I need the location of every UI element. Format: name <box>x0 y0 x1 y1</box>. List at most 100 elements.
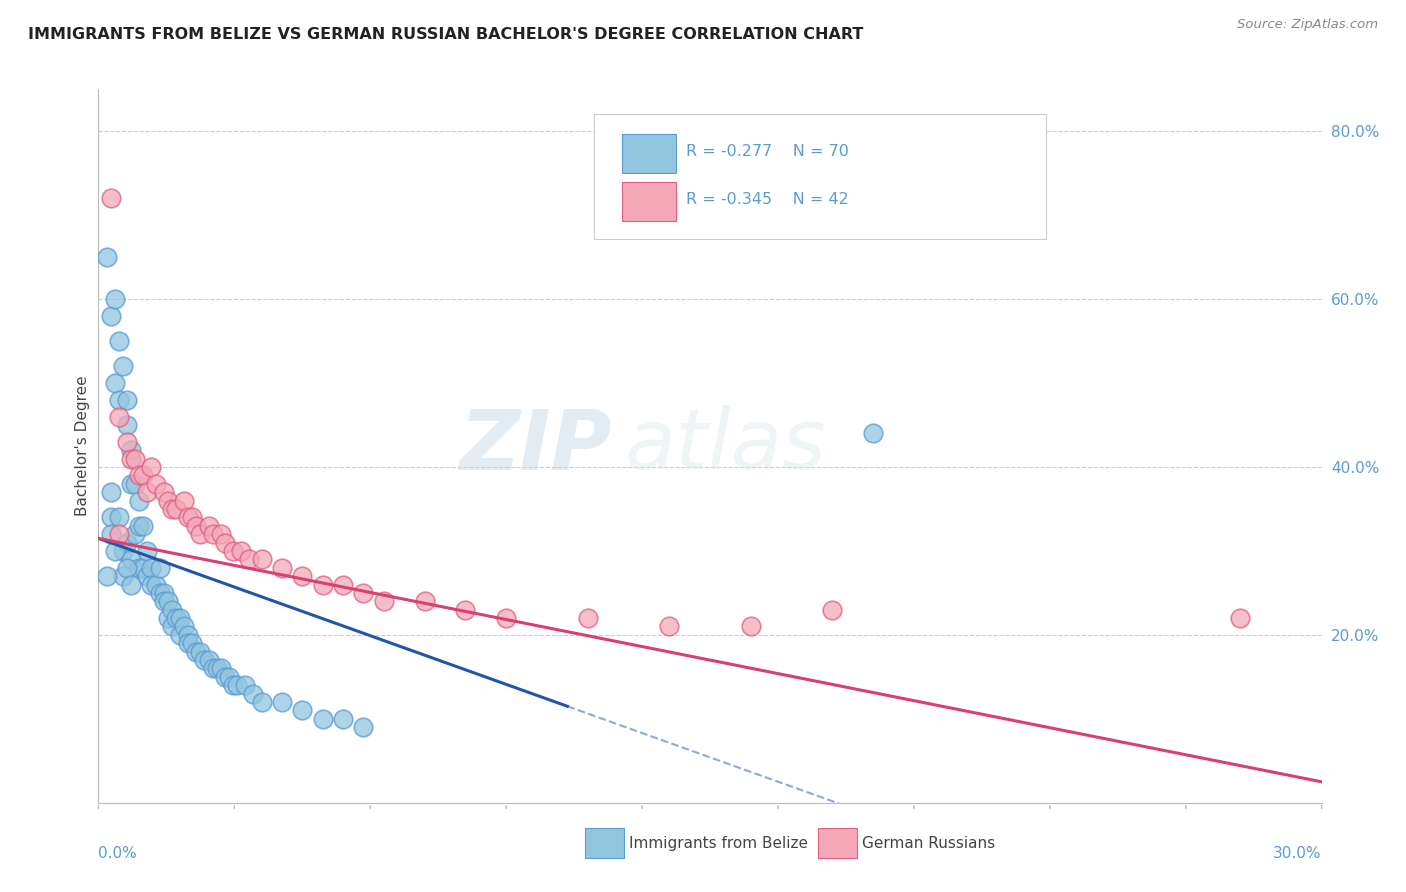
Point <box>197 653 219 667</box>
Point <box>226 678 249 692</box>
Text: 0.0%: 0.0% <box>98 846 138 861</box>
Point <box>233 678 256 692</box>
Point <box>169 611 191 625</box>
Point <box>124 476 146 491</box>
Point <box>136 569 159 583</box>
Point <box>160 619 183 633</box>
Point <box>156 611 179 625</box>
Point <box>201 527 224 541</box>
Point <box>128 518 150 533</box>
Text: R = -0.277    N = 70: R = -0.277 N = 70 <box>686 145 848 160</box>
Point <box>100 527 122 541</box>
Point <box>132 518 155 533</box>
Point <box>120 552 142 566</box>
Point <box>160 502 183 516</box>
Text: German Russians: German Russians <box>862 836 995 851</box>
Point <box>291 703 314 717</box>
Point <box>181 510 204 524</box>
Text: Immigrants from Belize: Immigrants from Belize <box>630 836 808 851</box>
Point <box>1229 611 1251 625</box>
Text: atlas: atlas <box>624 406 827 486</box>
Point <box>160 603 183 617</box>
Point <box>270 695 294 709</box>
Point <box>201 661 224 675</box>
Point <box>231 544 253 558</box>
Point <box>104 544 127 558</box>
Point <box>149 586 172 600</box>
Point <box>132 468 155 483</box>
Point <box>193 653 215 667</box>
Point <box>352 720 374 734</box>
Point <box>100 510 122 524</box>
Point <box>141 460 163 475</box>
Point <box>141 577 163 591</box>
Point <box>495 611 517 625</box>
Point <box>124 527 146 541</box>
Point <box>111 359 134 374</box>
Point <box>454 603 477 617</box>
Point <box>332 712 354 726</box>
Point <box>312 577 335 591</box>
Point <box>188 645 212 659</box>
Point <box>145 476 167 491</box>
Point <box>270 560 294 574</box>
Point <box>181 636 204 650</box>
Text: Source: ZipAtlas.com: Source: ZipAtlas.com <box>1237 18 1378 31</box>
Text: R = -0.345    N = 42: R = -0.345 N = 42 <box>686 193 848 207</box>
Point <box>332 577 354 591</box>
Point <box>209 527 232 541</box>
Point <box>205 661 228 675</box>
Point <box>152 586 174 600</box>
Point <box>197 518 219 533</box>
Point <box>108 510 131 524</box>
Point <box>173 619 195 633</box>
Point <box>173 493 195 508</box>
Point <box>152 485 174 500</box>
Point <box>156 493 179 508</box>
Point <box>222 678 245 692</box>
Point <box>120 443 142 458</box>
Point <box>149 560 172 574</box>
Text: ZIP: ZIP <box>460 406 612 486</box>
FancyBboxPatch shape <box>621 134 676 173</box>
Point <box>740 619 762 633</box>
Point <box>120 451 142 466</box>
Point <box>188 527 212 541</box>
Point <box>250 552 273 566</box>
Point <box>186 645 208 659</box>
FancyBboxPatch shape <box>818 829 856 858</box>
Point <box>250 695 273 709</box>
Point <box>141 560 163 574</box>
Point <box>152 594 174 608</box>
Y-axis label: Bachelor's Degree: Bachelor's Degree <box>75 376 90 516</box>
Point <box>169 628 191 642</box>
Point <box>291 569 314 583</box>
Point <box>165 611 187 625</box>
Point <box>821 603 844 617</box>
Point <box>100 309 122 323</box>
Point <box>96 250 118 264</box>
Point <box>218 670 240 684</box>
Point <box>104 292 127 306</box>
Point <box>128 468 150 483</box>
Point <box>115 417 138 432</box>
Point <box>165 502 187 516</box>
Point <box>108 527 131 541</box>
Point <box>128 493 150 508</box>
Point <box>108 392 131 407</box>
Point <box>115 535 138 549</box>
Point <box>136 544 159 558</box>
Point <box>209 661 232 675</box>
Point <box>115 392 138 407</box>
Point <box>100 485 122 500</box>
Point <box>108 409 131 424</box>
Point <box>115 560 138 574</box>
Point <box>111 569 134 583</box>
Point <box>222 544 245 558</box>
Point <box>104 376 127 390</box>
Point <box>128 560 150 574</box>
Point <box>238 552 260 566</box>
Text: IMMIGRANTS FROM BELIZE VS GERMAN RUSSIAN BACHELOR'S DEGREE CORRELATION CHART: IMMIGRANTS FROM BELIZE VS GERMAN RUSSIAN… <box>28 27 863 42</box>
FancyBboxPatch shape <box>593 114 1046 239</box>
Point <box>214 670 236 684</box>
